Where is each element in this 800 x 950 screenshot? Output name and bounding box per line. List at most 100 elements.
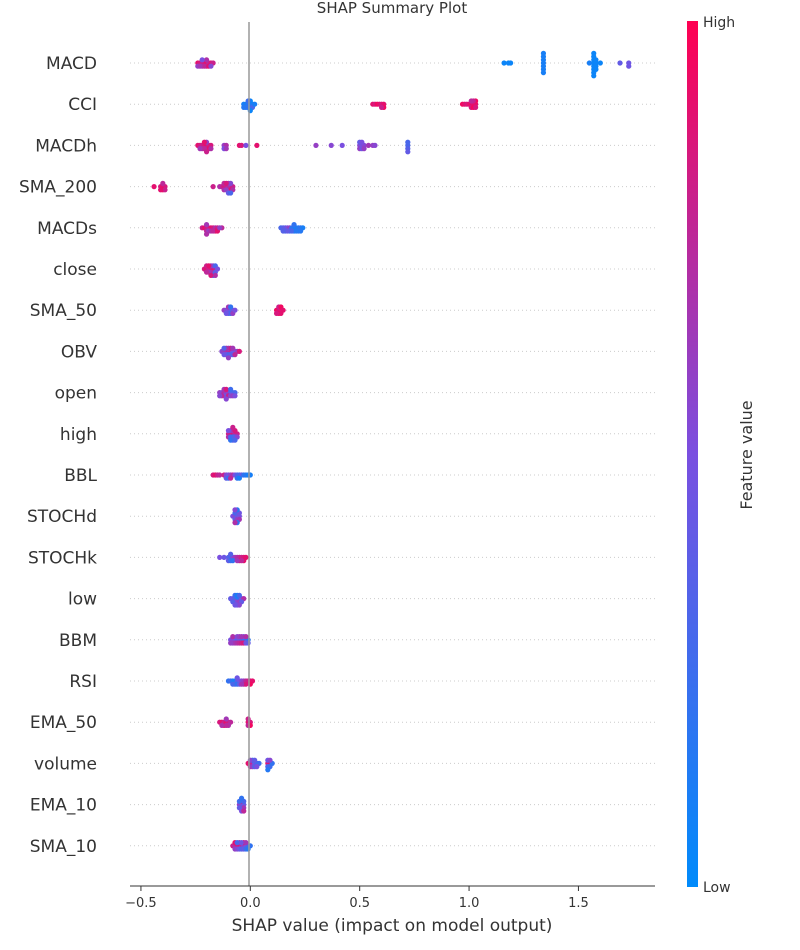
shap-point-low <box>232 602 238 608</box>
colorbar-high-label: High <box>703 15 735 31</box>
shap-point-MACD <box>208 63 214 69</box>
shap-point-close <box>206 263 212 269</box>
x-tick-label: 1.5 <box>568 896 589 911</box>
shap-point-close <box>203 269 210 275</box>
feature-label-OBV: OBV <box>61 342 98 362</box>
shap-point-STOCHk <box>221 554 227 561</box>
shap-point-MACD <box>540 70 547 76</box>
shap-point-MACD <box>197 63 203 69</box>
shap-point-RSI <box>230 681 236 687</box>
shap-point-MACD <box>617 60 623 66</box>
shap-point-EMA_50 <box>219 722 225 729</box>
shap-point-open <box>223 386 229 392</box>
feature-label-BBL: BBL <box>64 466 97 486</box>
feature-label-MACD: MACD <box>46 54 97 74</box>
shap-point-open <box>228 386 234 392</box>
shap-point-BBM <box>245 640 251 646</box>
shap-points <box>151 50 632 852</box>
shap-point-OBV <box>221 352 227 358</box>
feature-label-SMA_10: SMA_10 <box>30 837 97 857</box>
shap-point-SMA_200 <box>158 187 164 193</box>
x-tick-label: 0.0 <box>240 896 261 911</box>
shap-point-MACDs <box>203 222 210 228</box>
shap-point-SMA_50 <box>273 310 280 316</box>
shap-point-high <box>228 437 234 443</box>
shap-point-MACDh <box>405 139 411 145</box>
shap-point-SMA_200 <box>228 190 234 196</box>
shap-point-MACDh <box>203 149 210 155</box>
colorbar-low-label: Low <box>703 880 731 896</box>
shap-point-MACD <box>593 57 599 63</box>
shap-point-MACDh <box>359 139 365 145</box>
shap-point-STOCHk <box>238 558 245 564</box>
shap-point-SMA_10 <box>234 840 240 846</box>
feature-label-EMA_10: EMA_10 <box>30 796 97 816</box>
shap-point-MACDh <box>201 139 207 145</box>
shap-point-high <box>230 424 236 430</box>
feature-label-SMA_50: SMA_50 <box>30 301 97 321</box>
feature-label-MACDs: MACDs <box>37 219 97 239</box>
shap-point-EMA_50 <box>223 716 229 722</box>
shap-point-STOCHk <box>234 558 240 564</box>
shap-point-CCI <box>252 101 258 107</box>
feature-label-volume: volume <box>34 754 97 774</box>
feature-label-CCI: CCI <box>68 95 97 115</box>
shap-point-MACD <box>540 50 547 57</box>
shap-point-MACDs <box>291 222 297 228</box>
shap-point-SMA_200 <box>162 187 168 193</box>
colorbar-gradient <box>687 21 698 887</box>
shap-point-BBM <box>230 634 236 640</box>
shap-point-MACDh <box>254 142 260 148</box>
shap-point-BBM <box>228 640 234 646</box>
shap-point-BBL <box>217 472 223 478</box>
shap-point-OBV <box>225 355 232 361</box>
shap-point-MACDh <box>243 142 249 148</box>
shap-point-STOCHd <box>232 507 238 513</box>
shap-point-EMA_50 <box>245 716 251 722</box>
feature-label-BBM: BBM <box>59 631 97 651</box>
shap-point-MACD <box>501 60 507 66</box>
shap-point-MACDh <box>238 142 245 148</box>
x-tick-label: 0.5 <box>349 896 370 911</box>
shap-point-BBM <box>243 634 249 640</box>
shap-point-MACD <box>591 73 597 79</box>
shap-point-close <box>214 266 221 272</box>
shap-point-OBV <box>236 348 242 354</box>
x-tick-label: 1.0 <box>459 896 480 911</box>
shap-point-MACDh <box>223 146 229 152</box>
feature-label-STOCHd: STOCHd <box>27 507 97 527</box>
shap-point-open <box>232 393 238 399</box>
shap-point-volume <box>254 764 260 770</box>
feature-label-STOCHk: STOCHk <box>28 548 97 568</box>
shap-point-SMA_10 <box>238 840 245 846</box>
x-tick-label: −0.5 <box>125 896 157 911</box>
shap-point-high <box>225 428 232 434</box>
shap-point-SMA_10 <box>245 846 251 852</box>
shap-point-EMA_10 <box>241 808 247 814</box>
shap-point-CCI <box>468 98 474 104</box>
chart-title: SHAP Summary Plot <box>317 0 468 17</box>
shap-point-MACD <box>586 60 592 66</box>
shap-point-OBV <box>230 345 236 351</box>
shap-point-SMA_200 <box>160 180 166 186</box>
feature-label-open: open <box>55 384 97 404</box>
feature-label-RSI: RSI <box>69 672 97 692</box>
shap-point-MACDs <box>280 228 286 234</box>
shap-point-MACDs <box>293 228 299 234</box>
shap-point-MACDs <box>284 228 291 234</box>
shap-point-MACD <box>593 66 599 72</box>
shap-point-EMA_50 <box>223 722 229 729</box>
shap-point-SMA_200 <box>228 180 234 186</box>
shap-point-SMA_50 <box>228 304 234 310</box>
shap-point-MACDh <box>208 146 214 152</box>
shap-point-close <box>212 272 218 278</box>
shap-point-STOCHk <box>228 551 234 557</box>
shap-point-RSI <box>243 681 249 687</box>
shap-point-SMA_200 <box>151 184 157 190</box>
shap-point-BBL <box>228 475 234 481</box>
shap-point-SMA_50 <box>232 307 238 313</box>
shap-point-open <box>223 396 229 402</box>
shap-point-CCI <box>378 104 385 110</box>
shap-point-MACD <box>201 63 207 69</box>
